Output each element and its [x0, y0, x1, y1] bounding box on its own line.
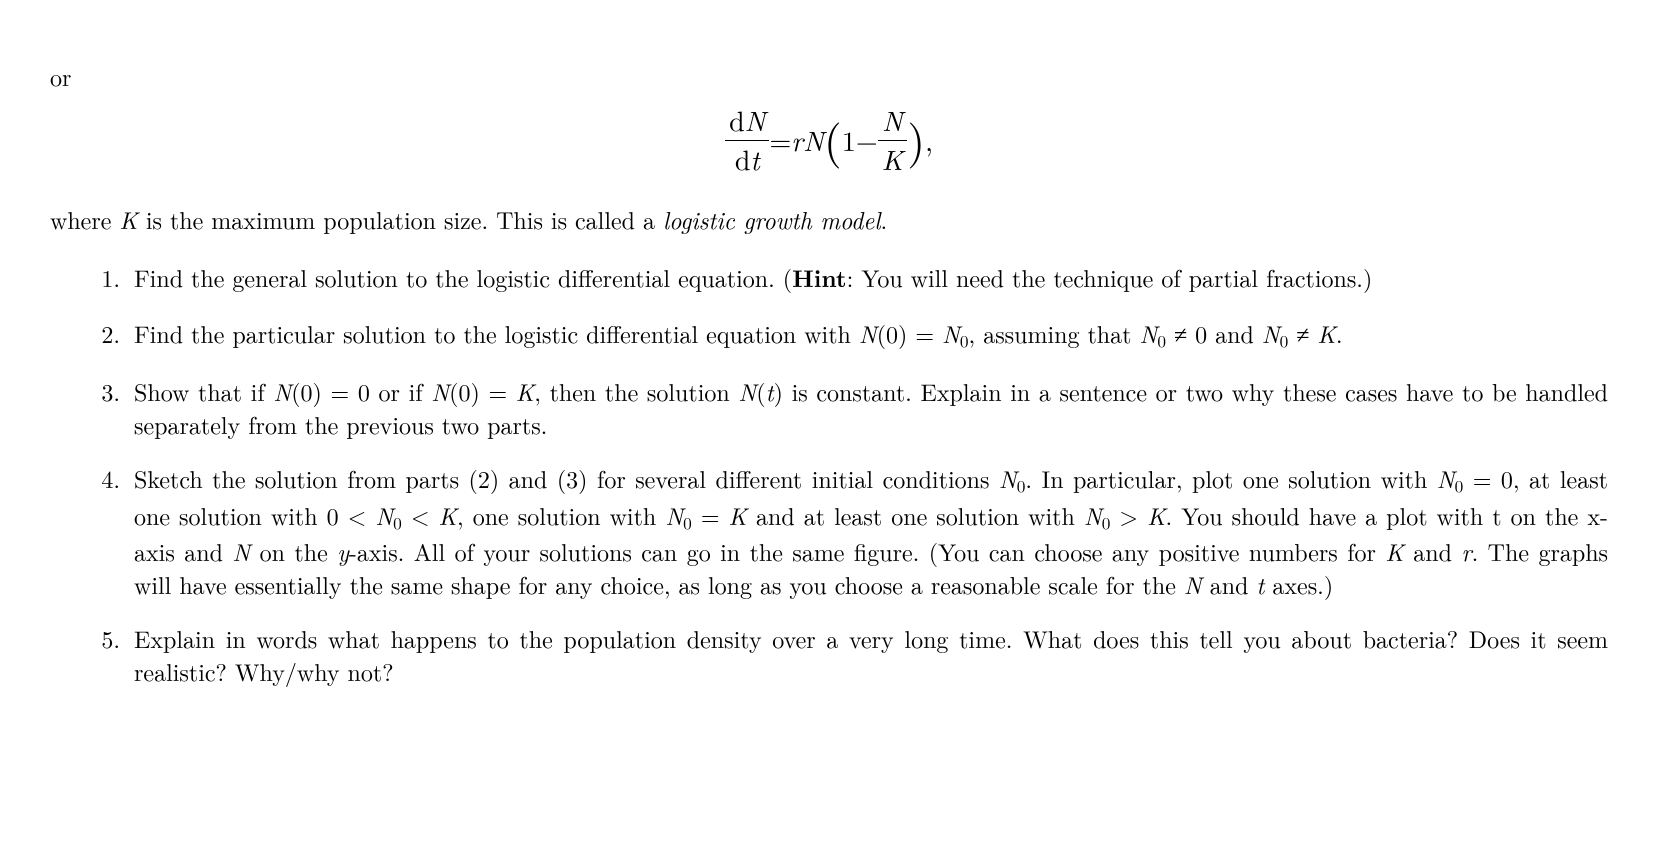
- q3-m1b: (0) = 0: [291, 374, 370, 408]
- q4-t8: -axis. All of your solutions can go in t…: [349, 534, 1386, 568]
- q4-m10: N: [1184, 567, 1202, 601]
- desc-K: K: [119, 202, 137, 236]
- desc-post: .: [880, 202, 887, 236]
- desc-pre: where: [50, 202, 119, 236]
- q3-t1: Show that if: [134, 374, 273, 408]
- eq-N: N: [803, 122, 824, 160]
- q3-t2: or if: [370, 374, 431, 408]
- intro-or: or: [50, 60, 1608, 92]
- q3-m2c: K: [516, 374, 534, 408]
- q2-m1c: N: [942, 316, 960, 350]
- q2-m3c: K: [1317, 316, 1335, 350]
- q4-m2b: = 0: [1463, 461, 1513, 495]
- q4-m4sub: 0: [683, 511, 692, 535]
- q4-t11: and: [1202, 567, 1257, 601]
- desc-term: logistic growth model: [663, 202, 880, 236]
- problem-4: Sketch the solution from parts (2) and (…: [128, 462, 1608, 600]
- q2-m1sub: 0: [960, 329, 969, 353]
- q4-t7: on the: [250, 534, 337, 568]
- desc-mid: is the maximum population size. This is …: [138, 202, 663, 236]
- q3-m3: N: [738, 374, 756, 408]
- q1-hint-label: Hint: [792, 261, 847, 295]
- q4-m4b: =: [692, 498, 729, 532]
- q1-text-1: Find the general solution to the logisti…: [134, 260, 792, 294]
- eq-d1: d: [729, 100, 745, 140]
- q2-t3: and: [1207, 316, 1262, 350]
- q4-m8: K: [1385, 534, 1403, 568]
- q2-t1: Find the particular solution to the logi…: [134, 316, 859, 350]
- document-page: or dN dt = rN(1 − N K ), where K is the …: [0, 0, 1658, 862]
- q4-m1a: N: [999, 461, 1017, 495]
- eq-K: K: [878, 141, 908, 179]
- problem-list: Find the general solution to the logisti…: [50, 261, 1608, 687]
- q4-t5: and at least one solution with: [747, 498, 1084, 532]
- q4-m6: N: [232, 534, 250, 568]
- q2-m3b: ≠: [1288, 316, 1317, 350]
- q1-text-2: : You will need the technique of partial…: [847, 260, 1373, 294]
- q2-m2sub: 0: [1157, 329, 1166, 353]
- intro-description: where K is the maximum population size. …: [50, 203, 1608, 235]
- eq-one: 1: [842, 122, 856, 160]
- logistic-equation: dN dt = rN(1 − N K ),: [50, 102, 1608, 179]
- q4-t9: and: [1404, 534, 1462, 568]
- q4-t1: Sketch the solution from parts (2) and (…: [134, 461, 999, 495]
- q2-t4: .: [1336, 316, 1343, 350]
- q4-m3d: K: [439, 498, 457, 532]
- problem-1: Find the general solution to the logisti…: [128, 261, 1608, 294]
- problem-3: Show that if N(0) = 0 or if N(0) = K, th…: [128, 375, 1608, 440]
- eq-comma: ,: [925, 122, 933, 160]
- q4-t2: . In particular, plot one solution with: [1025, 461, 1436, 495]
- q4-m4a: N: [665, 498, 683, 532]
- eq-t-den: t: [750, 139, 759, 179]
- q4-m7: y: [337, 534, 349, 568]
- eq-nk-fraction: N K: [878, 102, 908, 179]
- eq-equals: =: [769, 122, 791, 160]
- q4-m5c: K: [1147, 498, 1165, 532]
- q3-m3d: ): [774, 374, 783, 408]
- q4-t4: , one solution with: [457, 498, 665, 532]
- q3-m3b: (: [756, 374, 765, 408]
- q2-t2: , assuming that: [969, 316, 1140, 350]
- q3-m3c: t: [766, 374, 774, 408]
- eq-lhs-fraction: dN dt: [725, 102, 769, 179]
- q4-m9: r: [1461, 534, 1471, 568]
- q2-m3a: N: [1262, 316, 1280, 350]
- q3-m1: N: [273, 374, 291, 408]
- eq-r: r: [791, 122, 803, 160]
- q4-m3sub: 0: [393, 511, 402, 535]
- q2-m1a: N: [859, 316, 877, 350]
- q5-t1: Explain in words what happens to the pop…: [134, 621, 1608, 687]
- eq-N2: N: [878, 102, 908, 141]
- q4-m3a: 0 <: [327, 498, 376, 532]
- q4-m5b: >: [1110, 498, 1147, 532]
- q4-m2a: N: [1437, 461, 1455, 495]
- q4-m3b: N: [375, 498, 393, 532]
- q2-m2a: N: [1139, 316, 1157, 350]
- q2-m1b: (0) =: [877, 316, 942, 350]
- q4-m5a: N: [1084, 498, 1102, 532]
- eq-minus: −: [856, 122, 878, 160]
- q4-t12: axes.): [1264, 567, 1333, 601]
- problem-2: Find the particular solution to the logi…: [128, 317, 1608, 354]
- q3-m2: N: [431, 374, 449, 408]
- q4-m2sub: 0: [1455, 475, 1464, 499]
- q3-m2b: (0) =: [449, 374, 516, 408]
- q2-m3sub: 0: [1280, 329, 1289, 353]
- eq-N-num: N: [745, 100, 766, 140]
- eq-d2: d: [735, 139, 751, 179]
- q3-t3: , then the solution: [534, 374, 738, 408]
- q4-m3c: <: [402, 498, 439, 532]
- problem-5: Explain in words what happens to the pop…: [128, 622, 1608, 687]
- q2-m2b: ≠ 0: [1166, 316, 1207, 350]
- q4-m4c: K: [729, 498, 747, 532]
